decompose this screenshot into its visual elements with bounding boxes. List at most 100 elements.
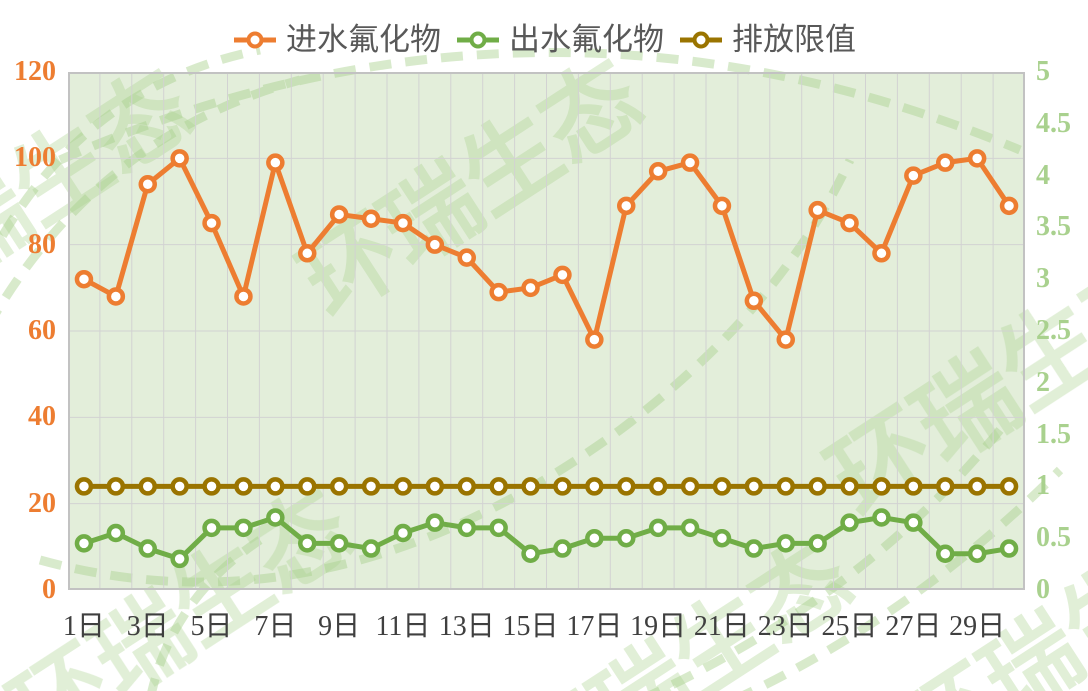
discharge-limit-point [521, 477, 540, 496]
outlet-fluoride-point [808, 534, 827, 553]
y-right-tick: 1.5 [1036, 418, 1071, 450]
x-tick: 23日 [757, 611, 814, 642]
x-tick: 11日 [375, 611, 431, 642]
legend-label-outlet: 出水氟化物 [509, 22, 664, 57]
y-left-tick: 60 [28, 315, 56, 346]
inlet-fluoride-point [266, 153, 285, 172]
inlet-fluoride-point [872, 244, 891, 263]
inlet-fluoride-point [840, 213, 859, 233]
x-tick: 7日 [254, 611, 297, 642]
outlet-fluoride-point [553, 539, 572, 558]
discharge-limit-point [808, 477, 827, 496]
discharge-limit-point [425, 477, 445, 496]
inlet-fluoride-point [936, 153, 955, 172]
outlet-fluoride-point [936, 544, 955, 563]
outlet-fluoride-point [74, 534, 94, 553]
discharge-limit-point [680, 477, 700, 496]
inlet-fluoride-point [521, 278, 540, 298]
discharge-limit-point [393, 477, 413, 496]
x-tick: 25日 [821, 611, 878, 642]
outlet-fluoride-point [967, 544, 987, 563]
inlet-fluoride-point [393, 213, 413, 233]
discharge-limit-point [361, 477, 381, 496]
inlet-fluoride-point [74, 269, 94, 289]
outlet-fluoride-point [170, 549, 189, 569]
legend-label-limit: 排放限值 [732, 22, 856, 57]
inlet-fluoride-point [904, 166, 923, 185]
x-tick: 29日 [949, 611, 1006, 642]
x-tick: 3日 [126, 611, 169, 642]
outlet-fluoride-point [266, 508, 285, 527]
outlet-fluoride-point [106, 523, 126, 543]
discharge-limit-point [840, 477, 859, 496]
outlet-fluoride-point [393, 523, 413, 543]
y-right-tick: 1 [1036, 470, 1050, 502]
outlet-fluoride-point [712, 528, 732, 548]
inlet-fluoride-point [329, 205, 349, 224]
x-tick: 27日 [885, 611, 942, 642]
y-right-tick: 2.5 [1036, 315, 1071, 346]
discharge-limit-point [936, 477, 955, 496]
discharge-limit-point [489, 477, 508, 496]
inlet-fluoride-point [553, 265, 572, 285]
inlet-fluoride-point [489, 282, 508, 302]
discharge-limit-point [298, 477, 317, 496]
discharge-limit-point [329, 477, 349, 496]
inlet-fluoride-point [808, 200, 827, 220]
outlet-fluoride-point [234, 518, 253, 538]
discharge-limit-point [457, 477, 476, 496]
discharge-limit-point [138, 477, 157, 496]
legend-item-inlet-fluoride: 进水氟化物 [232, 20, 441, 60]
outlet-fluoride-point [648, 518, 668, 538]
y-right-tick: 5 [1036, 56, 1050, 87]
y-left-tick: 80 [28, 228, 56, 260]
legend-item-discharge-limit: 排放限值 [678, 20, 856, 60]
legend: 进水氟化物 出水氟化物 排放限值 [0, 20, 1088, 60]
discharge-limit-point [74, 477, 94, 496]
inlet-fluoride-point [617, 196, 636, 216]
x-tick: 19日 [630, 611, 687, 642]
discharge-limit-point [617, 477, 636, 496]
outlet-fluoride-point [457, 518, 476, 538]
legend-marker-line-icon [680, 31, 722, 49]
y-right-tick: 0.5 [1036, 522, 1071, 554]
inlet-fluoride-point [202, 213, 221, 233]
outlet-fluoride-point [744, 539, 764, 558]
x-tick: 1日 [62, 611, 105, 642]
y-left-tick: 0 [42, 574, 56, 605]
discharge-limit-point [202, 477, 221, 496]
plot-area [68, 72, 1025, 590]
legend-label-inlet: 进水氟化物 [286, 22, 441, 57]
inlet-fluoride-point [585, 330, 604, 349]
y-left-tick: 120 [14, 56, 56, 87]
discharge-limit-point [648, 477, 668, 496]
inlet-fluoride-point [457, 248, 476, 267]
x-tick: 5日 [190, 611, 233, 642]
discharge-limit-point [776, 477, 795, 496]
legend-marker-line-icon [457, 31, 499, 49]
inlet-fluoride-point [298, 244, 317, 263]
x-tick: 13日 [438, 611, 495, 642]
outlet-fluoride-point [872, 508, 891, 527]
inlet-fluoride-point [234, 287, 253, 306]
inlet-fluoride-point [712, 196, 732, 216]
y-left-tick: 40 [28, 401, 56, 433]
inlet-fluoride-point [776, 330, 795, 349]
outlet-fluoride-point [329, 534, 349, 553]
discharge-limit-point [967, 477, 987, 496]
y-left-tick: 20 [28, 487, 56, 519]
outlet-fluoride-point [138, 539, 157, 558]
x-tick: 9日 [318, 611, 361, 642]
outlet-fluoride-point [361, 539, 381, 558]
y-right-tick: 4 [1036, 159, 1050, 191]
inlet-fluoride-point [744, 291, 764, 311]
plot-border [68, 72, 1025, 590]
legend-item-outlet-fluoride: 出水氟化物 [455, 20, 664, 60]
inlet-fluoride-point [680, 153, 700, 172]
discharge-limit-point [234, 477, 253, 496]
inlet-fluoride-point [361, 209, 381, 229]
discharge-limit-point [106, 477, 126, 496]
legend-marker-line-icon [234, 31, 276, 49]
outlet-fluoride-point [776, 534, 795, 553]
outlet-fluoride-point [680, 518, 700, 538]
